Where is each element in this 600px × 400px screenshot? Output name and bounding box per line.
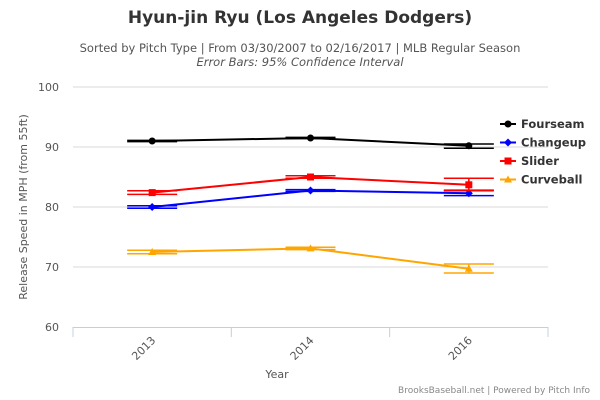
x-tick-label: 2016 (446, 334, 475, 363)
legend-label: Fourseam (521, 117, 585, 131)
legend-item-changeup[interactable]: Changeup (500, 136, 586, 150)
legend-marker (504, 157, 512, 165)
data-point (464, 264, 473, 272)
data-point (148, 248, 157, 255)
series-line (152, 247, 469, 270)
x-axis-label: Year (264, 368, 289, 381)
y-axis-label: Release Speed in MPH (from 55ft) (17, 114, 30, 300)
legend-item-slider[interactable]: Slider (500, 154, 559, 168)
data-point (307, 173, 314, 181)
legend-item-fourseam[interactable]: Fourseam (500, 117, 585, 131)
y-tick-label: 100 (38, 81, 59, 94)
y-tick-label: 60 (45, 321, 59, 334)
data-point (148, 137, 156, 145)
legend-item-curveball[interactable]: Curveball (500, 173, 582, 187)
credit-text: BrooksBaseball.net | Powered by Pitch In… (398, 386, 590, 396)
legend-label: Changeup (521, 136, 586, 150)
chart-subtitle: Sorted by Pitch Type | From 03/30/2007 t… (79, 41, 521, 55)
x-tick-label: 2014 (288, 334, 317, 363)
chart-subtitle-error-bars: Error Bars: 95% Confidence Interval (196, 55, 404, 69)
legend-label: Curveball (521, 173, 582, 187)
data-point (306, 186, 315, 195)
x-tick-label: 2013 (129, 334, 158, 363)
data-point (148, 203, 157, 211)
legend-label: Slider (521, 154, 559, 168)
data-point (465, 181, 473, 189)
series-curveball (127, 244, 494, 274)
chart-title: Hyun-jin Ryu (Los Angeles Dodgers) (127, 8, 473, 28)
legend-marker (504, 120, 512, 128)
legend-marker (504, 175, 512, 183)
y-tick-label: 90 (45, 141, 59, 154)
data-point (465, 142, 473, 150)
y-tick-label: 80 (45, 201, 59, 214)
y-tick-label: 70 (45, 261, 59, 274)
series-changeup (127, 186, 494, 211)
series-fourseam (127, 134, 494, 150)
series-slider (127, 173, 494, 197)
data-point (306, 244, 315, 252)
legend-marker (504, 138, 512, 147)
data-point (307, 134, 314, 142)
data-point (148, 189, 156, 197)
